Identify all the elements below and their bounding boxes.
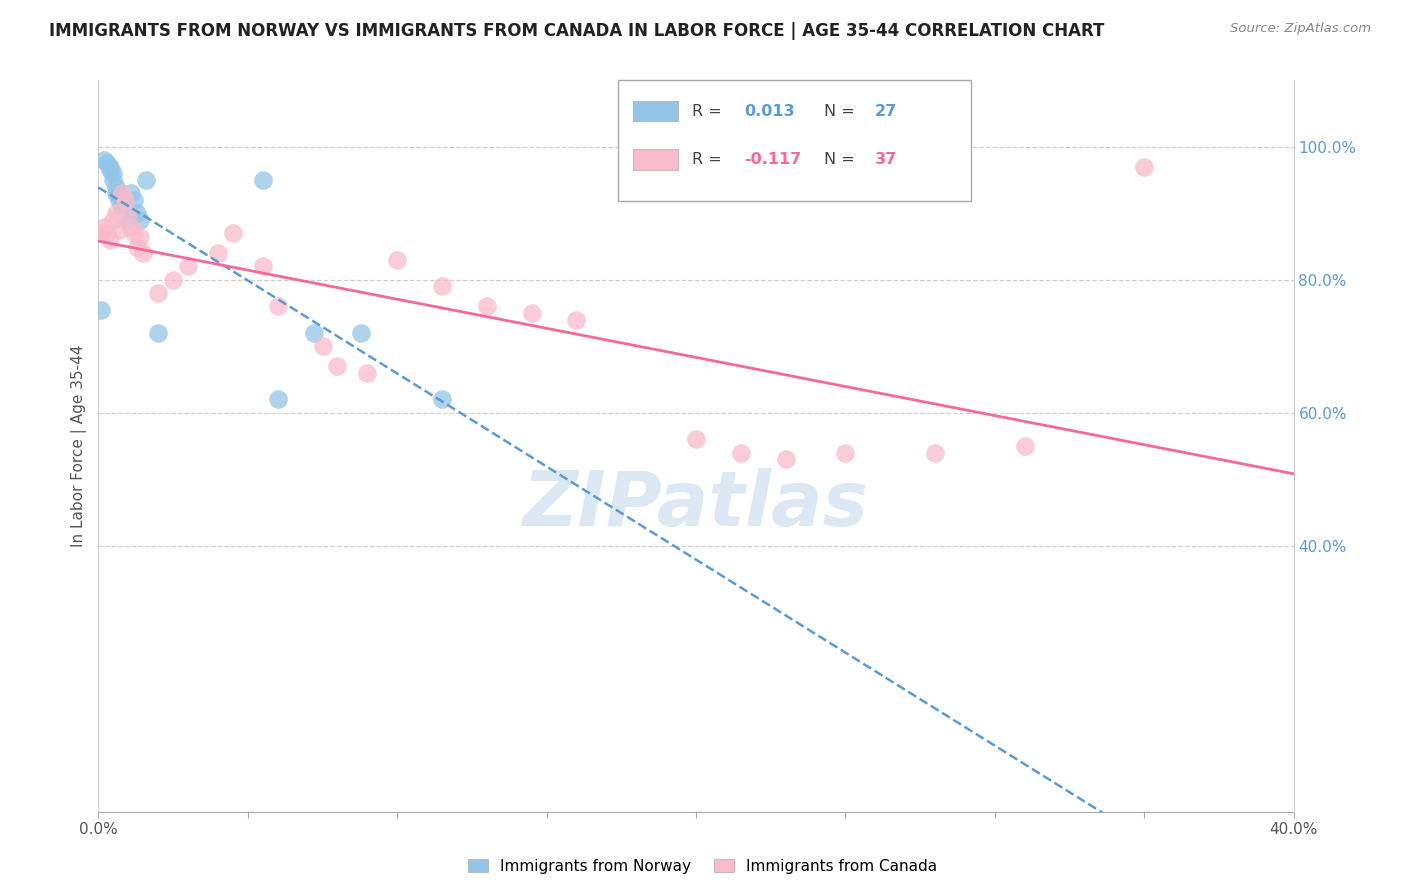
Point — [356, 366, 378, 380]
Text: 0.013: 0.013 — [744, 103, 794, 119]
Text: -0.117: -0.117 — [744, 152, 801, 167]
Point — [132, 246, 155, 260]
Point — [267, 299, 290, 313]
Text: R =: R = — [692, 152, 723, 167]
Point — [129, 229, 152, 244]
Text: 27: 27 — [876, 103, 897, 119]
Point — [311, 339, 333, 353]
Point — [111, 200, 134, 214]
Point — [302, 326, 325, 340]
Point — [98, 160, 122, 174]
Point — [834, 445, 856, 459]
Text: IMMIGRANTS FROM NORWAY VS IMMIGRANTS FROM CANADA IN LABOR FORCE | AGE 35-44 CORR: IMMIGRANTS FROM NORWAY VS IMMIGRANTS FRO… — [49, 22, 1105, 40]
Text: 37: 37 — [876, 152, 897, 167]
Point — [93, 219, 115, 234]
Text: N =: N = — [824, 152, 855, 167]
Point — [135, 173, 157, 187]
Point — [103, 166, 125, 180]
Point — [96, 156, 118, 170]
Point — [114, 193, 136, 207]
Point — [148, 286, 170, 301]
Point — [120, 219, 142, 234]
Bar — [633, 149, 678, 169]
Point — [90, 226, 112, 240]
Point — [924, 445, 946, 459]
Point — [108, 186, 131, 201]
Point — [730, 445, 752, 459]
Point — [430, 392, 453, 407]
Point — [685, 433, 707, 447]
Text: R =: R = — [692, 103, 723, 119]
Point — [117, 206, 139, 220]
Bar — [633, 101, 678, 121]
Point — [90, 302, 112, 317]
Point — [1014, 439, 1036, 453]
Point — [111, 186, 134, 201]
Point — [117, 206, 139, 220]
Point — [111, 196, 134, 211]
Point — [207, 246, 229, 260]
Point — [117, 213, 139, 227]
Point — [114, 193, 136, 207]
Legend: Immigrants from Norway, Immigrants from Canada: Immigrants from Norway, Immigrants from … — [463, 853, 943, 880]
Point — [385, 252, 409, 267]
Y-axis label: In Labor Force | Age 35-44: In Labor Force | Age 35-44 — [72, 345, 87, 547]
Bar — [619, 80, 972, 201]
Point — [267, 392, 290, 407]
Point — [127, 206, 149, 220]
Point — [430, 279, 453, 293]
Point — [177, 260, 200, 274]
Point — [108, 193, 131, 207]
Point — [1133, 160, 1156, 174]
Point — [127, 239, 149, 253]
Point — [96, 226, 118, 240]
Point — [103, 173, 125, 187]
Point — [98, 233, 122, 247]
Point — [103, 213, 125, 227]
Point — [162, 273, 184, 287]
Point — [252, 173, 274, 187]
Point — [222, 226, 245, 240]
Text: ZIPatlas: ZIPatlas — [523, 467, 869, 541]
Point — [520, 306, 543, 320]
Point — [775, 452, 797, 467]
Point — [129, 213, 152, 227]
Point — [565, 312, 588, 326]
Point — [98, 163, 122, 178]
Point — [120, 186, 142, 201]
Point — [105, 179, 128, 194]
Point — [124, 226, 146, 240]
Point — [148, 326, 170, 340]
Point — [252, 260, 274, 274]
Point — [475, 299, 498, 313]
Point — [124, 193, 146, 207]
Point — [105, 206, 128, 220]
Point — [108, 223, 131, 237]
Point — [93, 153, 115, 167]
Text: Source: ZipAtlas.com: Source: ZipAtlas.com — [1230, 22, 1371, 36]
Text: N =: N = — [824, 103, 855, 119]
Point — [105, 186, 128, 201]
Point — [350, 326, 373, 340]
Point — [326, 359, 349, 374]
